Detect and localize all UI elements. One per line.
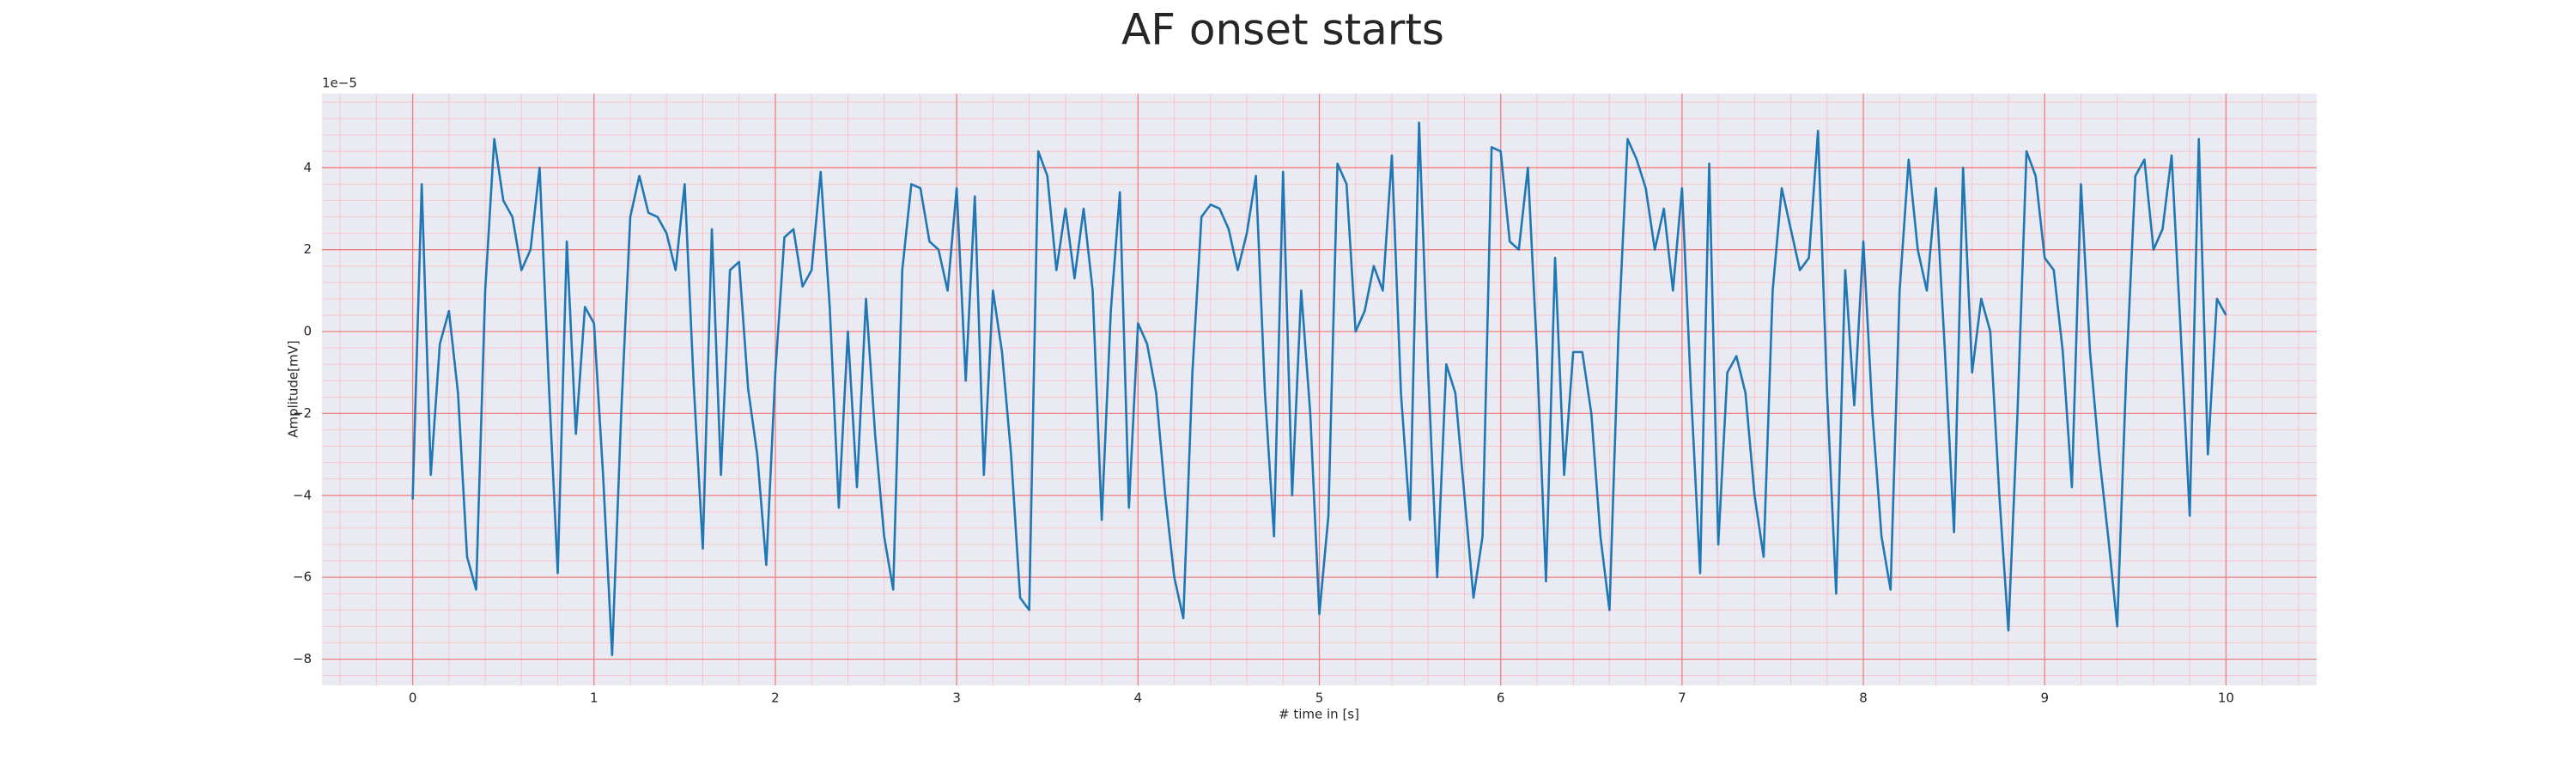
y-tick-label: −4: [293, 487, 312, 502]
x-tick-label: 3: [952, 691, 961, 706]
x-tick-label: 6: [1497, 691, 1505, 706]
y-tick-label: 2: [303, 241, 312, 257]
x-tick-label: 9: [2040, 691, 2049, 706]
y-axis-label: Amplitude[mV]: [286, 340, 301, 437]
x-axis-label: # time in [s]: [1279, 707, 1359, 722]
offset-label: 1e−5: [322, 76, 357, 91]
x-tick-label: 7: [1678, 691, 1686, 706]
y-tick-label: −2: [293, 405, 312, 421]
x-tick-label: 10: [2218, 691, 2234, 706]
x-tick-label: 8: [1859, 691, 1868, 706]
y-tick-label: −8: [293, 651, 312, 666]
x-tick-label: 4: [1134, 691, 1143, 706]
y-tick-label: 0: [303, 324, 312, 339]
signal-line: [411, 121, 2227, 657]
x-tick-label: 0: [409, 691, 417, 706]
x-tick-label: 5: [1315, 691, 1324, 706]
x-tick-label: 2: [771, 691, 780, 706]
chart-title: AF onset starts: [1121, 5, 1444, 55]
x-tick-label: 1: [590, 691, 598, 706]
y-tick-label: −6: [293, 569, 312, 585]
plot-area: [322, 94, 2317, 685]
y-tick-label: 4: [303, 160, 312, 175]
